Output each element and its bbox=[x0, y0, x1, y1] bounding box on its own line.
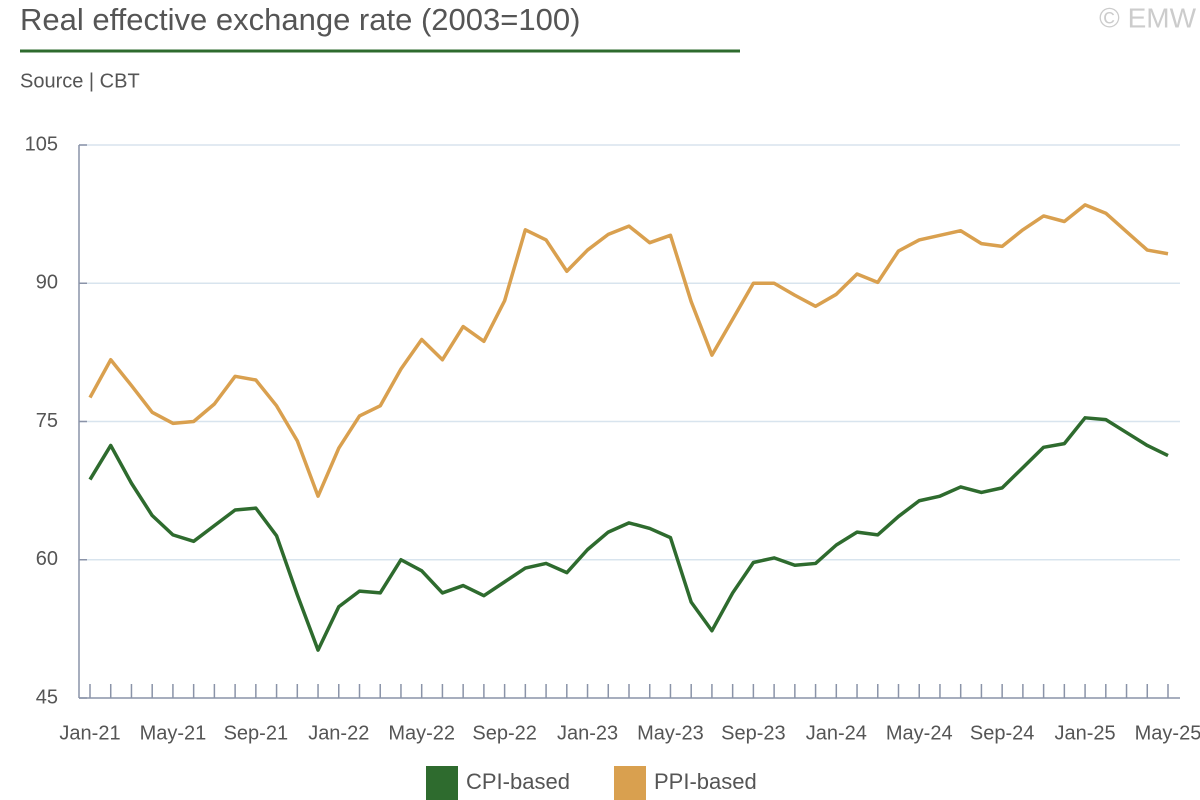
x-tick-label: May-25 bbox=[1135, 722, 1200, 744]
legend-swatch bbox=[614, 766, 646, 800]
legend-label: PPI-based bbox=[654, 769, 757, 794]
legend-label: CPI-based bbox=[466, 769, 570, 794]
y-tick-label: 105 bbox=[25, 133, 58, 155]
y-tick-label: 60 bbox=[36, 548, 58, 570]
x-tick-label: Jan-21 bbox=[59, 722, 120, 744]
x-tick-label: May-22 bbox=[388, 722, 455, 744]
copyright: © EMW bbox=[1099, 2, 1196, 33]
x-tick-label: May-21 bbox=[140, 722, 207, 744]
x-tick-label: Sep-24 bbox=[970, 722, 1035, 744]
chart-title: Real effective exchange rate (2003=100) bbox=[20, 2, 580, 37]
series-line bbox=[88, 203, 1169, 498]
x-tick-label: Sep-22 bbox=[472, 722, 537, 744]
x-tick-label: Jan-22 bbox=[308, 722, 369, 744]
legend-swatch bbox=[426, 766, 458, 800]
subtitle: Source | CBT bbox=[20, 70, 140, 92]
x-tick-label: Sep-23 bbox=[721, 722, 786, 744]
y-tick-label: 75 bbox=[36, 410, 58, 432]
y-tick-label: 45 bbox=[36, 686, 58, 708]
y-tick-label: 90 bbox=[36, 272, 58, 294]
x-tick-label: Jan-24 bbox=[806, 722, 867, 744]
series-line bbox=[88, 416, 1169, 652]
x-tick-label: May-24 bbox=[886, 722, 953, 744]
x-tick-label: Sep-21 bbox=[224, 722, 289, 744]
x-tick-label: May-23 bbox=[637, 722, 704, 744]
x-tick-label: Jan-25 bbox=[1054, 722, 1115, 744]
x-tick-label: Jan-23 bbox=[557, 722, 618, 744]
